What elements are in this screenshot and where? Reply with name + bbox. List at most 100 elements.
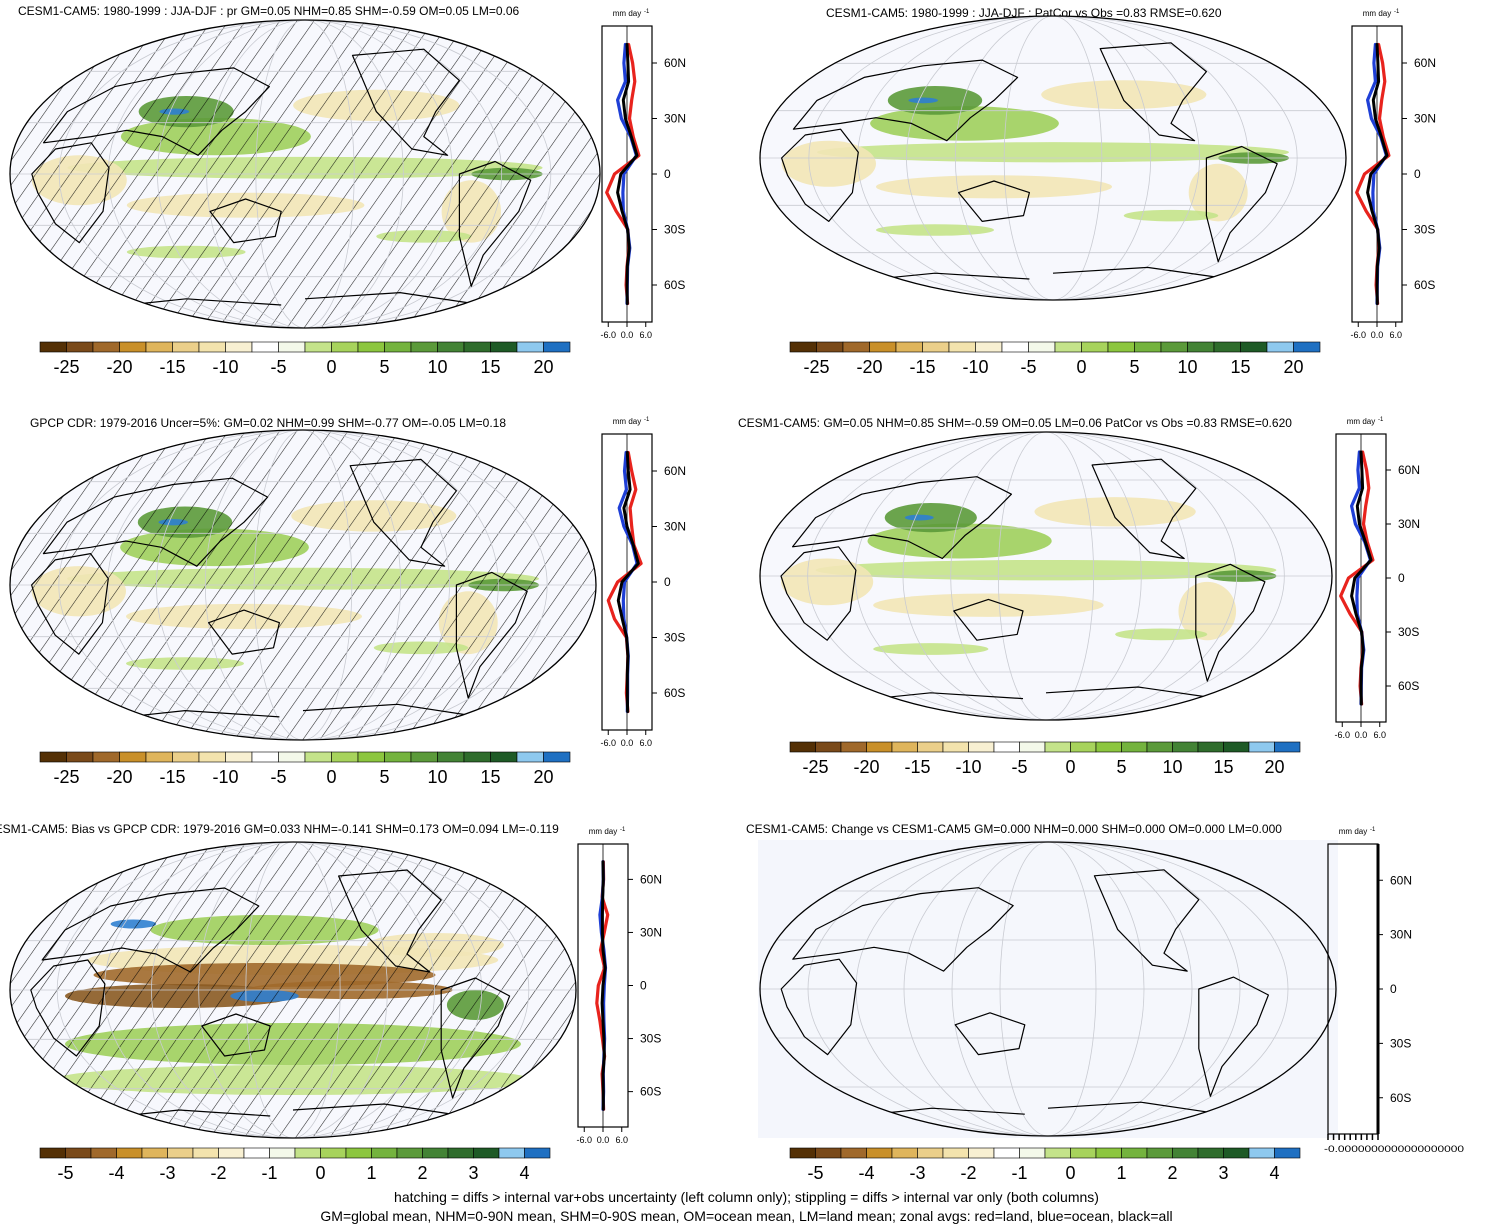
colorbar-swatch (968, 741, 995, 753)
lat-tick-label: 30N (1414, 112, 1436, 126)
map-outline (759, 431, 1333, 721)
colorbar-swatch (1248, 1147, 1275, 1159)
lat-tick-label: 60S (1414, 278, 1435, 292)
colorbar-swatch (1146, 1147, 1173, 1159)
colorbar-swatch (789, 1147, 816, 1159)
colorbar-swatch (437, 751, 465, 763)
colorbar-swatch (1054, 341, 1082, 353)
lat-tick-label: 30S (664, 631, 685, 645)
colorbar-swatch (1121, 741, 1148, 753)
colorbar-tick-label: 5 (1116, 757, 1126, 777)
colorbar-swatch (145, 341, 173, 353)
colorbar-swatch (543, 751, 571, 763)
x-tick-label: 6.0 (1389, 330, 1402, 340)
colorbar-swatch (1134, 341, 1162, 353)
colorbar-swatch (498, 1147, 525, 1159)
x-tick-label: 6.0 (615, 1135, 628, 1145)
colorbar-swatch (1121, 1147, 1148, 1159)
colorbar-swatch (198, 341, 226, 353)
precip-anomaly-region (817, 142, 1289, 163)
profile-units-exponent: -1 (644, 9, 650, 15)
colorbar-swatch (866, 741, 893, 753)
colorbar-swatch (145, 751, 173, 763)
x-tick-label: 0.0 (1355, 730, 1368, 740)
colorbar-swatch (410, 341, 438, 353)
coastline (1091, 458, 1197, 560)
profile-units: mm day (1363, 9, 1391, 18)
lat-tick-label: 0 (1414, 167, 1421, 181)
profile-units-exponent: -1 (1378, 417, 1384, 423)
coastline (1195, 563, 1266, 682)
zonal-mean-profile: mm day -1 60N 30N 0 30S 60S -6.0 0.0 6.0 (576, 827, 662, 1145)
precip-anomaly-region (1188, 163, 1248, 222)
colorbar-swatch (371, 1147, 398, 1159)
lat-tick-label: 30S (664, 223, 685, 237)
precip-anomaly-region (908, 97, 938, 104)
coastline (780, 546, 857, 641)
lat-tick-label: 0 (1390, 982, 1397, 996)
profile-frame (1327, 843, 1379, 1135)
colorbar-swatch (1172, 741, 1199, 753)
lat-tick-label: 60S (1390, 1091, 1411, 1105)
colorbar-tick-label: 0 (1076, 357, 1086, 377)
profile-units-exponent: -1 (1394, 9, 1400, 15)
colorbar-swatch (1187, 341, 1215, 353)
colorbar: -25-20-15-10-50510152025 (39, 341, 571, 377)
lat-tick-label: 30S (1414, 223, 1435, 237)
lat-tick-label: 30N (664, 112, 686, 126)
colorbar-swatch (384, 341, 412, 353)
panel-title: CESM1-CAM5: 1980-1999 : JJA-DJF : PatCor… (826, 6, 1222, 20)
map-outline (759, 841, 1337, 1137)
coastline (781, 128, 859, 222)
colorbar-swatch (92, 751, 120, 763)
map-robinson (9, 429, 597, 741)
colorbar-swatch (304, 341, 332, 353)
colorbar-swatch (1107, 341, 1135, 353)
colorbar-swatch (320, 1147, 347, 1159)
colorbar-tick-label: 4 (1269, 1163, 1279, 1183)
map-field (10, 842, 576, 1138)
colorbar-swatch (1274, 1147, 1301, 1159)
precip-anomaly-region (876, 175, 1112, 199)
map-field (10, 430, 596, 740)
colorbar-swatch (278, 751, 306, 763)
x-tick-label: 6.0 (639, 330, 652, 340)
colorbar-swatch (1070, 1147, 1097, 1159)
coastline (42, 477, 269, 567)
precip-anomaly-region (873, 593, 1104, 617)
colorbar-swatch (218, 1147, 245, 1159)
colorbar-swatch (1070, 741, 1097, 753)
lat-tick-label: 60N (1414, 56, 1436, 70)
lat-tick-label: 0 (1398, 571, 1405, 585)
colorbar-swatch (396, 1147, 423, 1159)
coastline (338, 869, 442, 973)
colorbar-swatch (304, 751, 332, 763)
colorbar-swatch (473, 1147, 500, 1159)
colorbar-swatch (447, 1147, 474, 1159)
map-robinson (759, 15, 1347, 301)
coastline (31, 142, 110, 244)
colorbar-swatch (294, 1147, 321, 1159)
precip-anomaly-region (815, 559, 1277, 581)
colorbar-tick-label: 15 (1230, 357, 1250, 377)
coastline (455, 571, 528, 699)
coastline (958, 180, 1030, 222)
x-tick-label: -6.0 (600, 330, 616, 340)
colorbar-swatch (975, 341, 1003, 353)
colorbar-swatch (463, 751, 491, 763)
map-field (760, 842, 1336, 1136)
zonal-mean-profile: mm day -1 60N 30N 0 30S 60S -6.0 0.0 6.0 (1350, 9, 1436, 340)
colorbar-swatch (490, 751, 518, 763)
map-field (760, 432, 1332, 720)
lat-tick-label: 30N (1390, 928, 1412, 942)
colorbar-swatch (437, 341, 465, 353)
colorbar-tick-label: -20 (853, 757, 879, 777)
colorbar-swatch (789, 341, 817, 353)
colorbar-swatch (815, 741, 842, 753)
footer-note-line1: hatching = diffs > internal var+obs unce… (394, 1189, 1099, 1205)
colorbar-tick-label: -10 (955, 757, 981, 777)
x-tick-label: -6.0 (576, 1135, 592, 1145)
colorbar-swatch (993, 741, 1020, 753)
colorbar-swatch (90, 1147, 117, 1159)
coastline (1052, 266, 1231, 280)
